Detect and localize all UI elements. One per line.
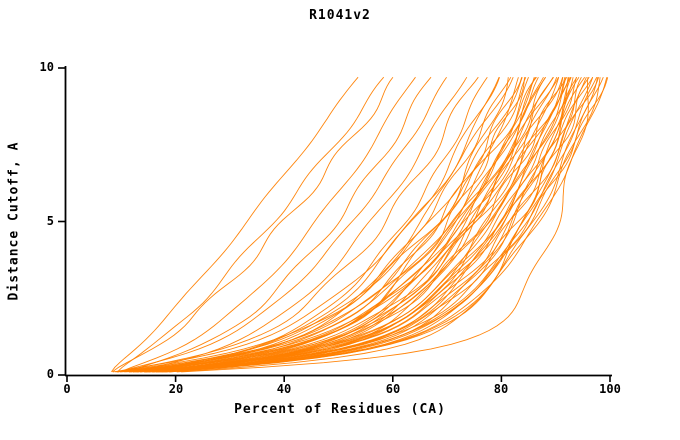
model-curve	[129, 76, 578, 373]
x-tick-label: 60	[385, 382, 401, 396]
model-curve	[111, 76, 359, 373]
model-curve	[120, 76, 416, 373]
x-tick-label: 20	[168, 382, 184, 396]
model-curve	[116, 76, 385, 373]
model-curve	[144, 77, 535, 373]
model-curve	[112, 76, 394, 373]
model-curve	[139, 77, 523, 373]
x-tick-label: 100	[599, 382, 621, 396]
x-tick-label: 0	[63, 382, 71, 396]
curves-group	[111, 76, 609, 373]
model-curve	[117, 76, 447, 373]
x-tick-label: 80	[493, 382, 509, 396]
model-curve	[135, 76, 468, 373]
model-curve	[117, 76, 559, 373]
model-curve	[116, 76, 479, 373]
model-curve	[135, 76, 488, 373]
model-curve	[129, 77, 500, 373]
x-tick-label: 40	[276, 382, 292, 396]
model-curve	[137, 77, 525, 373]
model-curve	[133, 76, 594, 373]
model-curve	[181, 77, 589, 373]
model-curve	[123, 76, 546, 373]
model-curve	[149, 76, 590, 373]
model-curve	[130, 76, 554, 373]
y-tick-label: 10	[39, 60, 54, 74]
model-curve	[160, 76, 536, 373]
model-curve	[163, 77, 564, 373]
model-curve	[164, 77, 601, 373]
model-curve	[112, 77, 514, 373]
model-curve	[119, 76, 571, 373]
chart-title: R1041v2	[309, 8, 371, 23]
model-curve	[146, 76, 568, 373]
model-curve	[176, 77, 569, 373]
model-curve	[132, 77, 566, 373]
model-curve	[140, 76, 554, 373]
model-curve	[115, 76, 537, 373]
model-curve	[148, 77, 574, 373]
model-curve	[145, 77, 500, 373]
model-curve	[136, 76, 586, 373]
model-curve	[169, 77, 598, 373]
model-curve	[156, 76, 598, 373]
model-curve	[151, 77, 604, 373]
model-curve	[143, 77, 609, 373]
model-curve	[160, 76, 580, 373]
x-axis-label: Percent of Residues (CA)	[234, 402, 446, 417]
model-curve	[126, 76, 432, 373]
model-curve	[146, 76, 546, 373]
model-curve	[140, 77, 600, 373]
y-tick-label: 5	[46, 214, 54, 228]
y-tick-label: 0	[46, 367, 54, 381]
